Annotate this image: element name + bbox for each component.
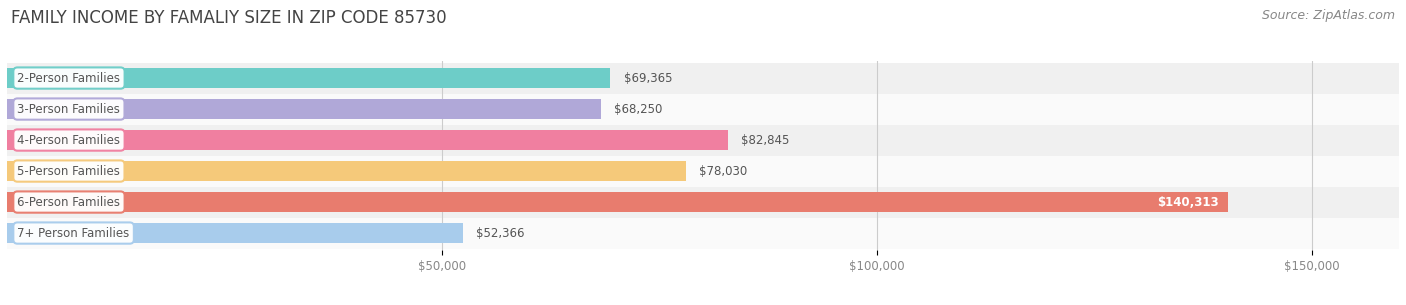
Bar bbox=[7, 223, 463, 243]
Text: $82,845: $82,845 bbox=[741, 134, 789, 146]
Text: FAMILY INCOME BY FAMALIY SIZE IN ZIP CODE 85730: FAMILY INCOME BY FAMALIY SIZE IN ZIP COD… bbox=[11, 9, 447, 27]
Text: 2-Person Families: 2-Person Families bbox=[17, 72, 121, 84]
Bar bbox=[7, 161, 686, 181]
Text: $52,366: $52,366 bbox=[475, 227, 524, 239]
Bar bbox=[7, 217, 1399, 249]
Bar bbox=[7, 99, 600, 119]
Text: 3-Person Families: 3-Person Families bbox=[17, 102, 121, 116]
Text: 7+ Person Families: 7+ Person Families bbox=[17, 227, 129, 239]
Bar bbox=[7, 156, 1399, 187]
Bar bbox=[7, 94, 1399, 124]
Bar bbox=[7, 63, 1399, 94]
Text: $69,365: $69,365 bbox=[623, 72, 672, 84]
Text: $140,313: $140,313 bbox=[1157, 196, 1219, 209]
Text: 4-Person Families: 4-Person Families bbox=[17, 134, 121, 146]
Bar bbox=[7, 187, 1399, 217]
Text: Source: ZipAtlas.com: Source: ZipAtlas.com bbox=[1261, 9, 1395, 22]
Bar bbox=[7, 192, 1227, 212]
Bar bbox=[7, 130, 728, 150]
Bar bbox=[7, 68, 610, 88]
Text: 5-Person Families: 5-Person Families bbox=[17, 165, 121, 178]
Bar bbox=[7, 124, 1399, 156]
Text: $68,250: $68,250 bbox=[614, 102, 662, 116]
Text: $78,030: $78,030 bbox=[699, 165, 747, 178]
Text: 6-Person Families: 6-Person Families bbox=[17, 196, 121, 209]
